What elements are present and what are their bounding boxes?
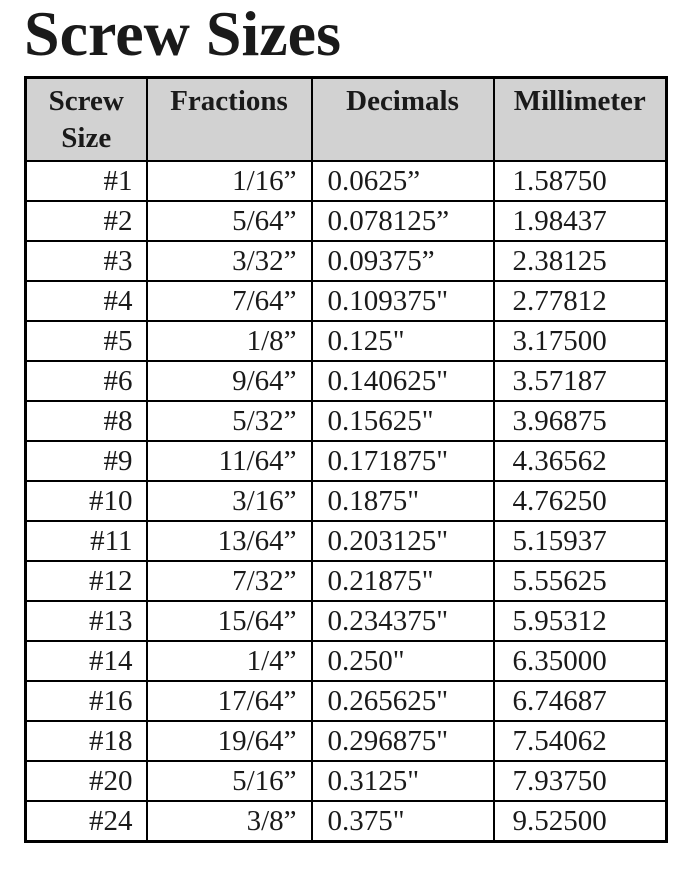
table-cell: #8 xyxy=(24,399,148,442)
page: Screw Sizes Screw Size Fractions Decimals M… xyxy=(24,0,668,843)
column-header-1: Fractions xyxy=(145,76,313,162)
table-cell: #14 xyxy=(24,639,148,682)
table-cell: 3/16” xyxy=(145,479,313,522)
table-cell: 0.140625" xyxy=(310,359,495,402)
table-row: #24 3/8” 0.375" 9.52500 xyxy=(24,799,668,842)
column-header-0: Screw Size xyxy=(24,76,148,162)
table-cell: 5/64” xyxy=(145,199,313,242)
table-cell: 1/16” xyxy=(145,159,313,202)
table-row: #20 5/16” 0.3125" 7.93750 xyxy=(24,759,668,802)
table-cell: #3 xyxy=(24,239,148,282)
table-cell: 15/64” xyxy=(145,599,313,642)
table-cell: 4.76250 xyxy=(492,479,668,522)
table-cell: #11 xyxy=(24,519,148,562)
table-cell: 3/32” xyxy=(145,239,313,282)
table-row: #4 7/64” 0.109375" 2.77812 xyxy=(24,279,668,322)
page-title: Screw Sizes xyxy=(24,0,341,69)
table-row: #3 3/32” 0.09375” 2.38125 xyxy=(24,239,668,282)
table-cell: 6.35000 xyxy=(492,639,668,682)
table-cell: #18 xyxy=(24,719,148,762)
table-cell: 3.17500 xyxy=(492,319,668,362)
table-cell: 1.58750 xyxy=(492,159,668,202)
table-row: #6 9/64” 0.140625" 3.57187 xyxy=(24,359,668,402)
table-cell: 0.1875" xyxy=(310,479,495,522)
table-cell: 0.09375” xyxy=(310,239,495,282)
table-body: #1 1/16” 0.0625” 1.58750 #2 5/64” 0.078125” 1.9… xyxy=(24,159,668,842)
table-row: #2 5/64” 0.078125” 1.98437 xyxy=(24,199,668,242)
table-row: #13 15/64” 0.234375" 5.95312 xyxy=(24,599,668,642)
table-cell: 2.38125 xyxy=(492,239,668,282)
table-cell: 0.250" xyxy=(310,639,495,682)
table-cell: 0.171875" xyxy=(310,439,495,482)
column-header-2: Decimals xyxy=(310,76,495,162)
table-cell: #24 xyxy=(24,799,148,842)
table-cell: 4.36562 xyxy=(492,439,668,482)
table-cell: 0.265625" xyxy=(310,679,495,722)
table-cell: 7/32” xyxy=(145,559,313,602)
screw-sizes-table: Screw Size Fractions Decimals Millimeter #1… xyxy=(24,76,668,843)
table-cell: 5/16” xyxy=(145,759,313,802)
table-cell: 9/64” xyxy=(145,359,313,402)
table-cell: 9.52500 xyxy=(492,799,668,842)
table-row: #14 1/4” 0.250" 6.35000 xyxy=(24,639,668,682)
table-cell: 5/32” xyxy=(145,399,313,442)
table-cell: 1/8” xyxy=(145,319,313,362)
table-cell: 3.96875 xyxy=(492,399,668,442)
table-cell: 0.3125" xyxy=(310,759,495,802)
table-cell: 6.74687 xyxy=(492,679,668,722)
table-cell: 0.296875" xyxy=(310,719,495,762)
table-row: #11 13/64” 0.203125" 5.15937 xyxy=(24,519,668,562)
table-row: #12 7/32” 0.21875" 5.55625 xyxy=(24,559,668,602)
table-cell: #9 xyxy=(24,439,148,482)
table-cell: 0.375" xyxy=(310,799,495,842)
table-cell: 3/8” xyxy=(145,799,313,842)
table-cell: 0.125" xyxy=(310,319,495,362)
table-row: #8 5/32” 0.15625" 3.96875 xyxy=(24,399,668,442)
table-cell: 1/4” xyxy=(145,639,313,682)
table-cell: #12 xyxy=(24,559,148,602)
table-cell: 11/64” xyxy=(145,439,313,482)
table-cell: #16 xyxy=(24,679,148,722)
table-cell: 2.77812 xyxy=(492,279,668,322)
table-cell: #2 xyxy=(24,199,148,242)
table-cell: 0.078125” xyxy=(310,199,495,242)
table-cell: 0.21875" xyxy=(310,559,495,602)
table-cell: 5.55625 xyxy=(492,559,668,602)
table-cell: #10 xyxy=(24,479,148,522)
table-cell: 7.93750 xyxy=(492,759,668,802)
table-cell: 5.95312 xyxy=(492,599,668,642)
table-cell: 19/64” xyxy=(145,719,313,762)
table-cell: #5 xyxy=(24,319,148,362)
table-cell: 1.98437 xyxy=(492,199,668,242)
table-row: #1 1/16” 0.0625” 1.58750 xyxy=(24,159,668,202)
table-cell: 0.0625” xyxy=(310,159,495,202)
table-cell: #1 xyxy=(24,159,148,202)
table-cell: 5.15937 xyxy=(492,519,668,562)
column-header-3: Millimeter xyxy=(492,76,668,162)
table-row: #5 1/8” 0.125" 3.17500 xyxy=(24,319,668,362)
table-cell: #20 xyxy=(24,759,148,802)
table-cell: #6 xyxy=(24,359,148,402)
table-row: #18 19/64” 0.296875" 7.54062 xyxy=(24,719,668,762)
table-cell: 0.109375" xyxy=(310,279,495,322)
table-cell: 3.57187 xyxy=(492,359,668,402)
table-cell: 7.54062 xyxy=(492,719,668,762)
table-row: #10 3/16” 0.1875" 4.76250 xyxy=(24,479,668,522)
table-cell: 0.203125" xyxy=(310,519,495,562)
table-cell: 7/64” xyxy=(145,279,313,322)
table-cell: 13/64” xyxy=(145,519,313,562)
table-row: #16 17/64” 0.265625" 6.74687 xyxy=(24,679,668,722)
table-cell: 0.15625" xyxy=(310,399,495,442)
table-cell: #4 xyxy=(24,279,148,322)
table-row: #9 11/64” 0.171875" 4.36562 xyxy=(24,439,668,482)
table-cell: #13 xyxy=(24,599,148,642)
table-header-row: Screw Size Fractions Decimals Millimeter xyxy=(24,76,668,162)
table-cell: 17/64” xyxy=(145,679,313,722)
table-cell: 0.234375" xyxy=(310,599,495,642)
